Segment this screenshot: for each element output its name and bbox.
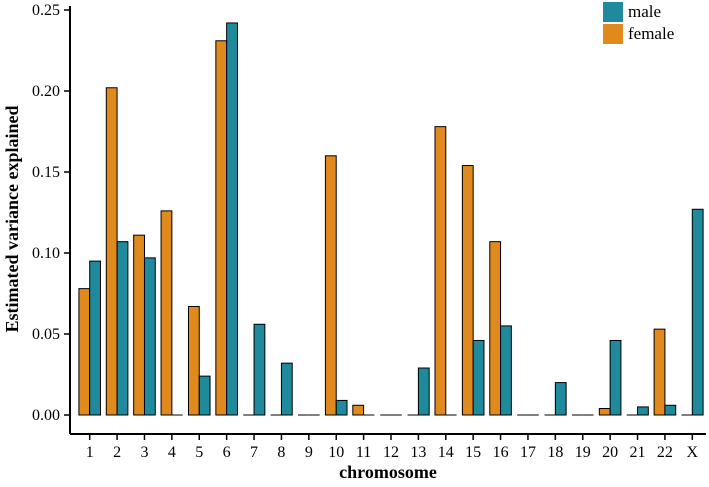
bar-female-11 — [352, 404, 365, 416]
x-tick-label: 13 — [410, 444, 426, 461]
x-tick-label: 4 — [168, 444, 176, 461]
y-axis-title: Estimated variance explained — [2, 106, 22, 333]
x-tick-label: 22 — [657, 444, 673, 461]
legend-label-male: male — [628, 2, 661, 21]
bar-male-3 — [143, 257, 156, 416]
bar-female-22 — [653, 328, 666, 416]
x-tick-label: 8 — [277, 444, 285, 461]
x-tick-label: X — [687, 444, 699, 461]
legend-swatch-male — [603, 2, 623, 22]
bar-male-10 — [335, 399, 348, 416]
x-tick-label: 5 — [195, 444, 203, 461]
bars-group — [78, 22, 704, 416]
x-tick-label: 7 — [250, 444, 258, 461]
x-tick-label: 11 — [356, 444, 371, 461]
bar-female-10 — [324, 155, 337, 416]
bar-male-1 — [89, 260, 101, 416]
x-tick-label: 2 — [113, 444, 121, 461]
bar-male-X — [691, 208, 704, 416]
x-tick-label: 17 — [520, 444, 536, 461]
x-tick-label: 19 — [575, 444, 591, 461]
legend: male female — [603, 2, 674, 44]
bar-female-20 — [598, 408, 611, 416]
x-tick-label: 6 — [223, 444, 231, 461]
y-tick-label: 0.20 — [32, 83, 60, 100]
bar-male-13 — [417, 367, 430, 416]
y-tick-label: 0.10 — [32, 245, 60, 262]
bar-female-2 — [105, 87, 118, 416]
y-axis-ticks: 0.00 0.05 0.10 0.15 0.20 0.25 — [32, 2, 70, 424]
bar-female-3 — [133, 234, 145, 416]
x-tick-label: 21 — [630, 444, 646, 461]
x-tick-label: 14 — [438, 444, 454, 461]
bar-female-1 — [78, 288, 91, 416]
bar-male-2 — [116, 241, 129, 416]
bar-female-4 — [160, 210, 173, 416]
bar-female-14 — [434, 126, 447, 416]
bar-female-6 — [215, 40, 228, 416]
bar-female-5 — [187, 305, 200, 416]
bar-male-16 — [500, 325, 512, 416]
x-tick-label: 1 — [86, 444, 94, 461]
bar-male-5 — [198, 375, 211, 416]
legend-swatch-female — [603, 24, 623, 44]
x-tick-label: 10 — [328, 444, 344, 461]
x-tick-label: 16 — [493, 444, 509, 461]
x-tick-label: 18 — [547, 444, 563, 461]
bar-male-6 — [226, 22, 238, 416]
y-tick-label: 0.00 — [32, 407, 60, 424]
x-tick-label: 3 — [140, 444, 148, 461]
bar-male-22 — [664, 404, 677, 416]
x-axis-title: chromosome — [339, 462, 437, 482]
y-tick-label: 0.05 — [32, 326, 60, 343]
bar-female-15 — [461, 165, 474, 416]
bar-male-15 — [472, 339, 485, 416]
x-axis-ticks: 1 2 3 4 5 6 7 8 9 10 11 12 13 14 15 16 17 18 19 20 21 22 X — [86, 434, 699, 461]
legend-label-female: female — [628, 24, 674, 43]
x-tick-label: 12 — [383, 444, 399, 461]
bar-male-7 — [253, 323, 266, 416]
y-tick-label: 0.15 — [32, 164, 60, 181]
bar-male-21 — [637, 406, 649, 416]
bar-male-18 — [554, 382, 567, 416]
x-tick-label: 9 — [305, 444, 313, 461]
x-tick-label: 15 — [465, 444, 481, 461]
bar-male-8 — [280, 362, 293, 416]
y-tick-label: 0.25 — [32, 2, 60, 19]
bar-male-20 — [609, 339, 622, 416]
x-tick-label: 20 — [602, 444, 618, 461]
bar-female-16 — [489, 241, 502, 416]
